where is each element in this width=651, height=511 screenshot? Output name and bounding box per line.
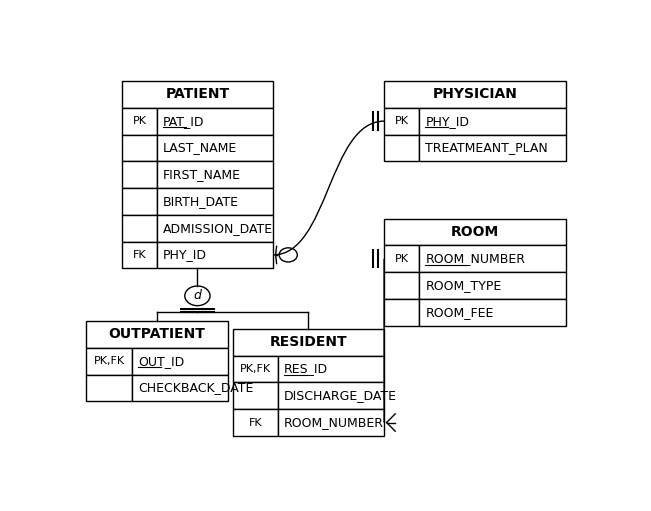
Text: RES_ID: RES_ID xyxy=(284,362,328,376)
Bar xyxy=(384,81,566,108)
Bar xyxy=(87,348,132,375)
Text: ROOM_NUMBER: ROOM_NUMBER xyxy=(426,252,525,265)
Text: OUTPATIENT: OUTPATIENT xyxy=(109,328,206,341)
Text: CHECKBACK_DATE: CHECKBACK_DATE xyxy=(138,381,253,394)
Bar xyxy=(157,134,273,161)
Bar xyxy=(122,188,157,215)
Bar xyxy=(384,299,419,326)
Bar xyxy=(157,242,273,268)
Bar xyxy=(157,161,273,188)
Text: FK: FK xyxy=(249,417,262,428)
Text: FIRST_NAME: FIRST_NAME xyxy=(163,168,241,181)
Text: ROOM_NUMBER: ROOM_NUMBER xyxy=(284,416,384,429)
Bar xyxy=(278,382,384,409)
Bar xyxy=(157,108,273,134)
Text: RESIDENT: RESIDENT xyxy=(270,335,347,349)
Text: FK: FK xyxy=(133,250,146,260)
Bar xyxy=(87,321,228,348)
Bar xyxy=(122,161,157,188)
Bar xyxy=(419,134,566,161)
Text: PK,FK: PK,FK xyxy=(240,364,271,374)
Bar xyxy=(233,329,384,356)
Bar xyxy=(122,108,157,134)
Text: ROOM_FEE: ROOM_FEE xyxy=(426,306,494,319)
Bar xyxy=(157,215,273,242)
Text: PK: PK xyxy=(395,254,409,264)
Bar xyxy=(384,272,419,299)
Bar xyxy=(384,245,419,272)
Bar xyxy=(233,409,278,436)
Text: BIRTH_DATE: BIRTH_DATE xyxy=(163,195,239,208)
Text: PK,FK: PK,FK xyxy=(94,356,125,366)
Bar xyxy=(132,348,228,375)
Bar xyxy=(122,242,157,268)
Bar xyxy=(384,134,419,161)
Text: PK: PK xyxy=(395,116,409,126)
Text: PHY_ID: PHY_ID xyxy=(426,114,469,128)
Text: OUT_ID: OUT_ID xyxy=(138,355,184,367)
Bar xyxy=(419,108,566,134)
Bar xyxy=(233,382,278,409)
Bar xyxy=(278,409,384,436)
Text: TREATMEANT_PLAN: TREATMEANT_PLAN xyxy=(426,142,548,154)
Bar xyxy=(419,272,566,299)
Bar xyxy=(419,245,566,272)
Bar xyxy=(157,188,273,215)
Text: ROOM: ROOM xyxy=(450,225,499,239)
Bar xyxy=(384,108,419,134)
Text: PAT_ID: PAT_ID xyxy=(163,114,204,128)
Text: ROOM_TYPE: ROOM_TYPE xyxy=(426,279,502,292)
Bar xyxy=(233,356,278,382)
Text: ADMISSION_DATE: ADMISSION_DATE xyxy=(163,222,273,235)
Text: PATIENT: PATIENT xyxy=(165,87,230,101)
Bar xyxy=(87,375,132,401)
Text: d: d xyxy=(193,289,201,303)
Text: PK: PK xyxy=(132,116,146,126)
Bar xyxy=(278,356,384,382)
Bar xyxy=(122,81,273,108)
Bar xyxy=(132,375,228,401)
Text: LAST_NAME: LAST_NAME xyxy=(163,142,238,154)
Bar xyxy=(122,215,157,242)
Text: DISCHARGE_DATE: DISCHARGE_DATE xyxy=(284,389,397,402)
Bar xyxy=(122,134,157,161)
Bar xyxy=(384,219,566,245)
Text: PHY_ID: PHY_ID xyxy=(163,248,207,262)
Text: PHYSICIAN: PHYSICIAN xyxy=(432,87,518,101)
Bar xyxy=(419,299,566,326)
